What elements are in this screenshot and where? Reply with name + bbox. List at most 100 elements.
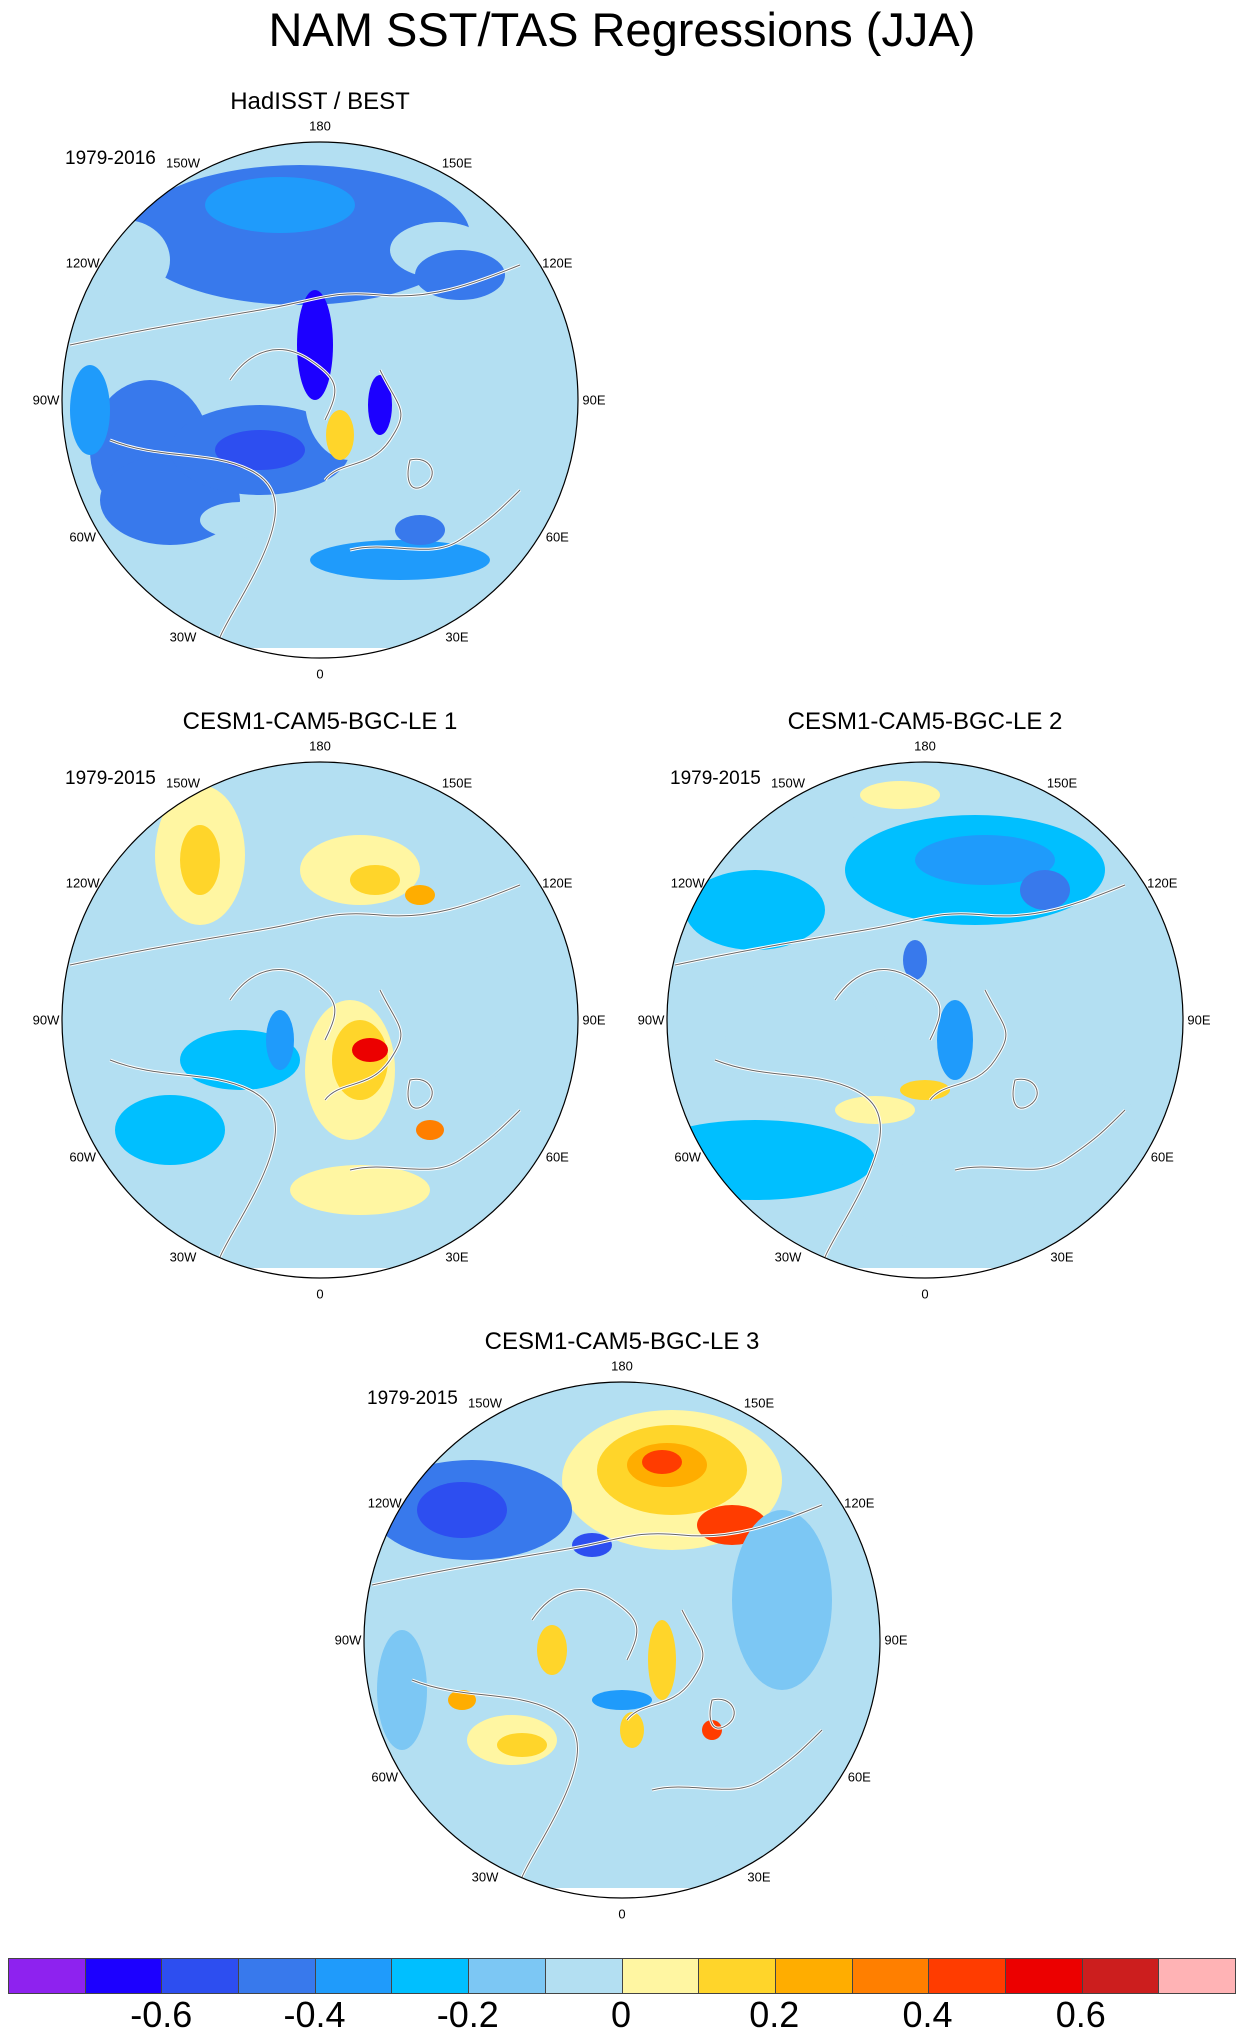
longitude-label: 60E [847,1769,871,1785]
anomaly-region [266,1010,294,1070]
anomaly-region [1015,1080,1135,1160]
longitude-label: 0 [316,1286,324,1302]
anomaly-region [205,177,355,233]
colorbar-swatch [9,1959,86,1993]
anomaly-region [642,1450,682,1474]
anomaly-region [350,865,400,895]
anomaly-region [155,945,245,1035]
longitude-label: 180 [914,738,936,754]
coastline [371,1504,823,1586]
polar-map [666,761,1184,1279]
coastline [674,884,1126,966]
longitude-label: 150E [1046,775,1078,791]
anomaly-region [648,1620,676,1700]
anomaly-region [702,1720,722,1740]
colorbar-swatch [85,1959,163,1993]
longitude-label: 30E [1050,1249,1074,1265]
longitude-label: 60W [371,1769,399,1785]
colorbar-swatch [929,1959,1006,1993]
anomaly-region [215,430,305,470]
map-border [363,1381,881,1899]
panel-title: CESM1-CAM5-BGC-LE 1 [182,708,458,735]
anomaly-region [416,1120,444,1140]
map-border [61,141,579,659]
longitude-label: 90W [32,1012,60,1028]
longitude-label: 150W [166,775,200,791]
anomaly-region [200,502,280,538]
coastline [929,989,1007,1101]
longitude-label: 120W [65,875,100,891]
longitude-label: 30E [747,1869,771,1885]
panel-title: CESM1-CAM5-BGC-LE 2 [787,708,1063,735]
anomaly-region [368,375,392,435]
longitude-label: 60W [69,1149,97,1165]
longitude-label: 120E [1147,875,1178,891]
anomaly-region [537,1625,567,1675]
anomaly-region [732,1510,832,1690]
anomaly-region [900,1080,950,1100]
colorbar-swatch [1159,1959,1235,1993]
coastline [531,1589,638,1661]
coastline [709,1698,735,1729]
panel-years: 1979-2015 [65,768,156,789]
longitude-label: 90E [884,1632,908,1648]
coastline [229,349,336,421]
longitude-label: 180 [309,738,331,754]
map-panel-cesm-2: CESM1-CAM5-BGC-LE 2 1979-2015 180 150E 120… [638,708,1211,1302]
longitude-label: 120E [542,875,573,891]
anomaly-region [937,1000,973,1080]
map-panel-hadisst: HadISST / BEST 1979-2016 180 150E 120E 90E 6… [33,88,606,682]
coastline [407,458,433,489]
map-panel-cesm-3: CESM1-CAM5-BGC-LE 3 1979-2015 180 150E 120… [335,1328,908,1922]
colorbar [8,1958,1236,1994]
coastline [349,1109,521,1171]
longitude-label: 30E [445,629,469,645]
longitude-label: 150E [441,155,473,171]
colorbar-swatch [775,1959,853,1993]
longitude-label: 90E [1187,1012,1211,1028]
anomaly-region [180,825,220,895]
anomaly-region [415,250,505,300]
longitude-label: 60W [69,529,97,545]
longitude-label: 150W [771,775,805,791]
coastline [1012,1078,1038,1109]
coastline [229,969,336,1041]
anomaly-region [70,365,110,455]
anomaly-region [400,950,520,1090]
longitude-label: 90W [334,1632,362,1648]
colorbar-swatch [545,1959,623,1993]
panel-years: 1979-2015 [670,768,761,789]
longitude-label: 180 [309,118,331,134]
anomaly-region [667,1120,875,1200]
colorbar-swatch [239,1959,316,1993]
anomaly-region [592,1690,652,1710]
anomaly-region [372,1490,792,1870]
coastline [69,264,521,346]
panel-years: 1979-2015 [367,1388,458,1409]
longitude-label: 30W [169,1249,197,1265]
map-border [666,761,1184,1279]
anomaly-region [395,515,445,545]
colorbar-swatch [622,1959,700,1993]
longitude-label: 120E [542,255,573,271]
map-panel-cesm-1: CESM1-CAM5-BGC-LE 1 1979-2015 180 150E 120… [33,708,606,1302]
anomaly-region [1020,870,1070,910]
anomaly-region [448,1690,476,1710]
colorbar-swatch [852,1959,930,1993]
panel-years: 1979-2016 [65,148,156,169]
colorbar-swatch [1005,1959,1083,1993]
coastline [626,1609,704,1721]
coastline [324,989,402,1101]
longitude-label: 150E [441,775,473,791]
anomaly-region [326,410,354,460]
longitude-label: 0 [921,1286,929,1302]
longitude-label: 60W [674,1149,702,1165]
longitude-label: 30W [169,629,197,645]
colorbar-tick-label: 0.2 [749,1994,800,2035]
colorbar-tick-label: -0.2 [436,1994,499,2035]
longitude-label: 90W [32,392,60,408]
polar-map [61,761,579,1279]
anomaly-region [377,1630,427,1750]
polar-map [363,1381,881,1899]
longitude-label: 60E [545,1149,569,1165]
